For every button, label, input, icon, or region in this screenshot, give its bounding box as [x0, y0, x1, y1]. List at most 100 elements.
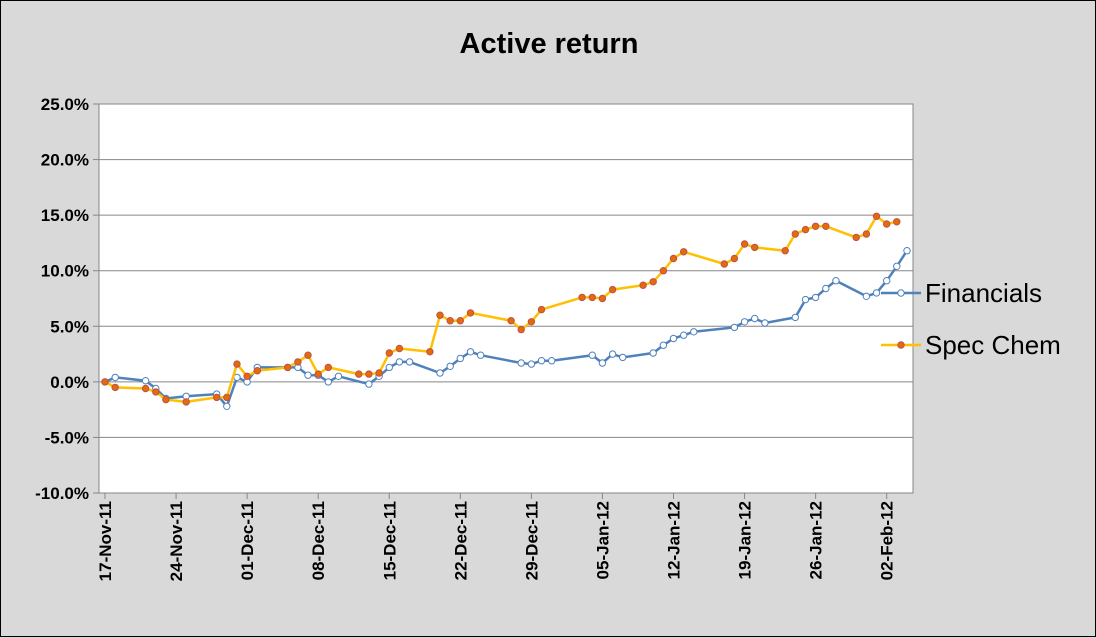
data-point-financials: [304, 371, 312, 379]
data-point-financials: [456, 354, 464, 363]
x-tick-label: 12-Jan-12: [665, 501, 684, 579]
data-point-financials: [730, 323, 739, 332]
y-tick-label: 25.0%: [41, 95, 89, 114]
data-point-financials: [385, 363, 393, 372]
x-tick-label: 02-Feb-12: [878, 501, 897, 580]
data-point-financials: [476, 351, 485, 359]
data-point-financials: [761, 319, 769, 327]
data-point-spec-chem: [801, 225, 810, 234]
data-point-spec-chem: [791, 230, 799, 238]
data-point-financials: [141, 377, 150, 385]
data-point-financials: [862, 292, 871, 300]
x-tick-label: 26-Jan-12: [807, 501, 826, 579]
data-point-financials: [223, 402, 231, 410]
data-point-financials: [395, 358, 404, 366]
data-point-spec-chem: [669, 254, 678, 263]
legend-label-financials: Financials: [925, 278, 1042, 308]
data-point-spec-chem: [182, 398, 190, 406]
data-point-spec-chem: [852, 233, 860, 242]
data-point-financials: [324, 378, 332, 386]
data-point-spec-chem: [456, 317, 464, 325]
data-point-financials: [690, 328, 698, 336]
data-point-spec-chem: [162, 395, 170, 404]
data-point-financials: [405, 358, 414, 366]
chart-title: Active return: [460, 28, 639, 60]
data-point-spec-chem: [436, 311, 444, 319]
data-point-spec-chem: [527, 318, 536, 326]
data-point-financials: [801, 295, 810, 304]
data-point-financials: [365, 380, 373, 388]
data-point-financials: [619, 353, 627, 362]
y-tick-label: -5.0%: [45, 428, 89, 447]
plot-area: [98, 103, 914, 494]
data-point-spec-chem: [588, 293, 596, 302]
legend-label-spec-chem: Spec Chem: [925, 330, 1061, 360]
y-tick-label: 0.0%: [50, 373, 89, 392]
data-point-financials: [680, 331, 688, 339]
y-tick-label: 15.0%: [41, 206, 89, 225]
data-point-financials: [903, 247, 911, 255]
data-point-spec-chem: [355, 370, 363, 378]
x-tick-label: 17-Nov-11: [96, 501, 115, 581]
data-point-spec-chem: [781, 247, 789, 255]
data-point-spec-chem: [537, 305, 546, 314]
data-point-financials: [334, 372, 343, 380]
data-point-spec-chem: [872, 212, 881, 221]
data-point-financials: [537, 357, 546, 365]
x-tick-label: 22-Dec-11: [451, 501, 470, 580]
data-point-spec-chem: [385, 349, 393, 357]
data-point-financials: [517, 359, 525, 367]
data-point-financials: [751, 314, 759, 323]
data-point-spec-chem: [223, 393, 231, 402]
data-point-financials: [527, 360, 536, 368]
data-point-spec-chem: [304, 351, 312, 359]
y-tick-label: 5.0%: [50, 317, 89, 336]
data-point-spec-chem: [862, 230, 871, 238]
data-point-spec-chem: [730, 254, 739, 263]
data-point-spec-chem: [324, 363, 332, 372]
x-tick-label: 08-Dec-11: [309, 501, 328, 580]
data-point-spec-chem: [426, 348, 434, 356]
x-tick-label: 15-Dec-11: [380, 501, 399, 580]
data-point-spec-chem: [608, 285, 617, 294]
data-point-spec-chem: [243, 372, 251, 380]
data-point-spec-chem: [111, 383, 119, 392]
x-tick-label: 05-Jan-12: [593, 501, 612, 579]
data-point-spec-chem: [466, 309, 475, 317]
data-point-spec-chem: [284, 363, 292, 372]
data-point-financials: [883, 277, 891, 285]
data-point-financials: [872, 289, 881, 297]
data-point-financials: [111, 373, 119, 382]
data-point-spec-chem: [680, 248, 688, 256]
data-point-spec-chem: [507, 317, 515, 325]
x-tick-label: 19-Jan-12: [736, 501, 755, 579]
series-lines: [101, 212, 911, 410]
series-spec-chem: [101, 212, 901, 406]
x-tick-label: 24-Nov-11: [167, 501, 186, 581]
data-point-financials: [832, 277, 840, 285]
y-tick-label: 10.0%: [41, 262, 89, 281]
y-tick-label: -10.0%: [35, 484, 89, 503]
data-point-financials: [740, 318, 749, 326]
data-point-financials: [588, 351, 596, 359]
data-point-spec-chem: [365, 370, 373, 378]
legend-marker-financials: [897, 289, 905, 297]
data-point-spec-chem: [751, 243, 759, 252]
data-point-spec-chem: [375, 369, 383, 377]
data-point-spec-chem: [213, 393, 221, 402]
data-point-spec-chem: [720, 260, 728, 268]
data-point-spec-chem: [578, 293, 586, 302]
y-tick-label: 20.0%: [41, 151, 89, 170]
data-point-financials: [791, 313, 799, 322]
data-point-financials: [893, 262, 901, 270]
y-axis-tick-labels: 25.0% 20.0% 15.0% 10.0% 5.0% 0.0% -5.0% -10.0%: [35, 95, 89, 503]
data-point-spec-chem: [395, 344, 404, 353]
data-point-spec-chem: [152, 388, 160, 396]
data-point-financials: [466, 348, 475, 356]
x-axis-tick-labels: 17-Nov-11 24-Nov-11 01-Dec-11 08-Dec-11 15-D…: [96, 501, 897, 581]
data-point-financials: [436, 369, 444, 377]
data-point-financials: [822, 284, 830, 293]
data-point-financials: [446, 362, 454, 370]
